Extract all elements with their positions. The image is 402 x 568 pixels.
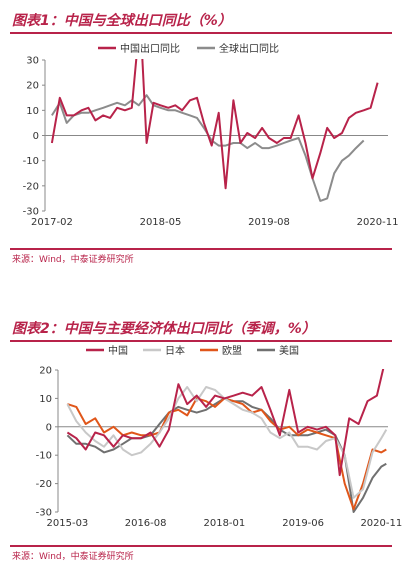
legend-item: 中国出口同比: [98, 42, 180, 55]
legend-label: 中国出口同比: [120, 42, 180, 55]
legend-label: 美国: [279, 344, 299, 357]
y-tick-label: 30: [26, 56, 39, 67]
x-tick-label: 2018-01: [203, 518, 245, 529]
legend-label: 日本: [165, 344, 185, 357]
y-tick-label: 20: [26, 81, 39, 92]
series-line: [66, 386, 388, 499]
legend-item: 日本: [143, 344, 185, 357]
chart-panel-1: 图表1：中国与全球出口同比（%） 中国出口同比 全球出口同比 -30 -20 -10 0 1…: [10, 8, 399, 265]
chart-source: 来源：Wind，中泰证券研究所: [12, 552, 134, 562]
chart-source: 来源：Wind，中泰证券研究所: [12, 255, 134, 265]
x-tick-label: 2016-08: [125, 518, 167, 529]
y-tick-label: -20: [36, 479, 52, 490]
legend-item: 中国: [86, 344, 128, 357]
chart-title: 图表1：中国与全球出口同比（%）: [12, 13, 232, 29]
y-tick-label: -10: [36, 451, 52, 462]
y-tick-label: 10: [39, 394, 52, 405]
series-line: [51, 94, 365, 202]
y-tick-label: -10: [23, 156, 39, 167]
x-tick-label: 2020-11: [357, 217, 399, 228]
legend-item: 欧盟: [200, 345, 242, 357]
legend-label: 全球出口同比: [219, 42, 279, 55]
legend-item: 美国: [257, 344, 299, 357]
x-tick-label: 2015-03: [47, 518, 89, 529]
x-tick-label: 2018-05: [140, 217, 182, 228]
y-tick-label: -30: [36, 508, 52, 519]
chart-panel-2: 图表2：中国与主要经济体出口同比（季调，%） 中国 日本 欧盟 美国 -30 -20 -10…: [0, 308, 402, 568]
legend-item: 全球出口同比: [197, 42, 279, 55]
chart-title: 图表2：中国与主要经济体出口同比（季调，%）: [12, 321, 316, 337]
series-line: [66, 369, 385, 477]
series-line: [67, 397, 387, 511]
x-tick-label: 2017-02: [31, 217, 73, 228]
x-tick-label: 2019-08: [248, 217, 290, 228]
line-chart-2: 中国 日本 欧盟 美国 -30 -20 -10 0 10 20 2015-03 2016-08 2018…: [36, 344, 402, 529]
chart-title-bar: 图表1：中国与全球出口同比（%）: [10, 8, 392, 34]
legend-label: 中国: [108, 344, 128, 357]
source-divider: [10, 248, 392, 250]
y-tick-label: -30: [23, 207, 39, 218]
y-tick-label: 10: [26, 106, 39, 117]
source-divider: [10, 545, 392, 547]
y-tick-label: 20: [39, 366, 52, 377]
y-tick-label: 0: [46, 422, 52, 433]
x-tick-label: 2020-11: [360, 518, 402, 529]
chart-title-bar: 图表2：中国与主要经济体出口同比（季调，%）: [10, 316, 392, 342]
y-tick-label: 0: [33, 131, 39, 142]
legend-label: 欧盟: [222, 345, 242, 357]
series-line: [50, 59, 379, 190]
line-chart-1: 中国出口同比 全球出口同比 -30 -20 -10 0 10 20 30 2017-02 2018-…: [23, 42, 399, 228]
y-tick-label: -20: [23, 181, 39, 192]
x-tick-label: 2019-06: [282, 518, 324, 529]
